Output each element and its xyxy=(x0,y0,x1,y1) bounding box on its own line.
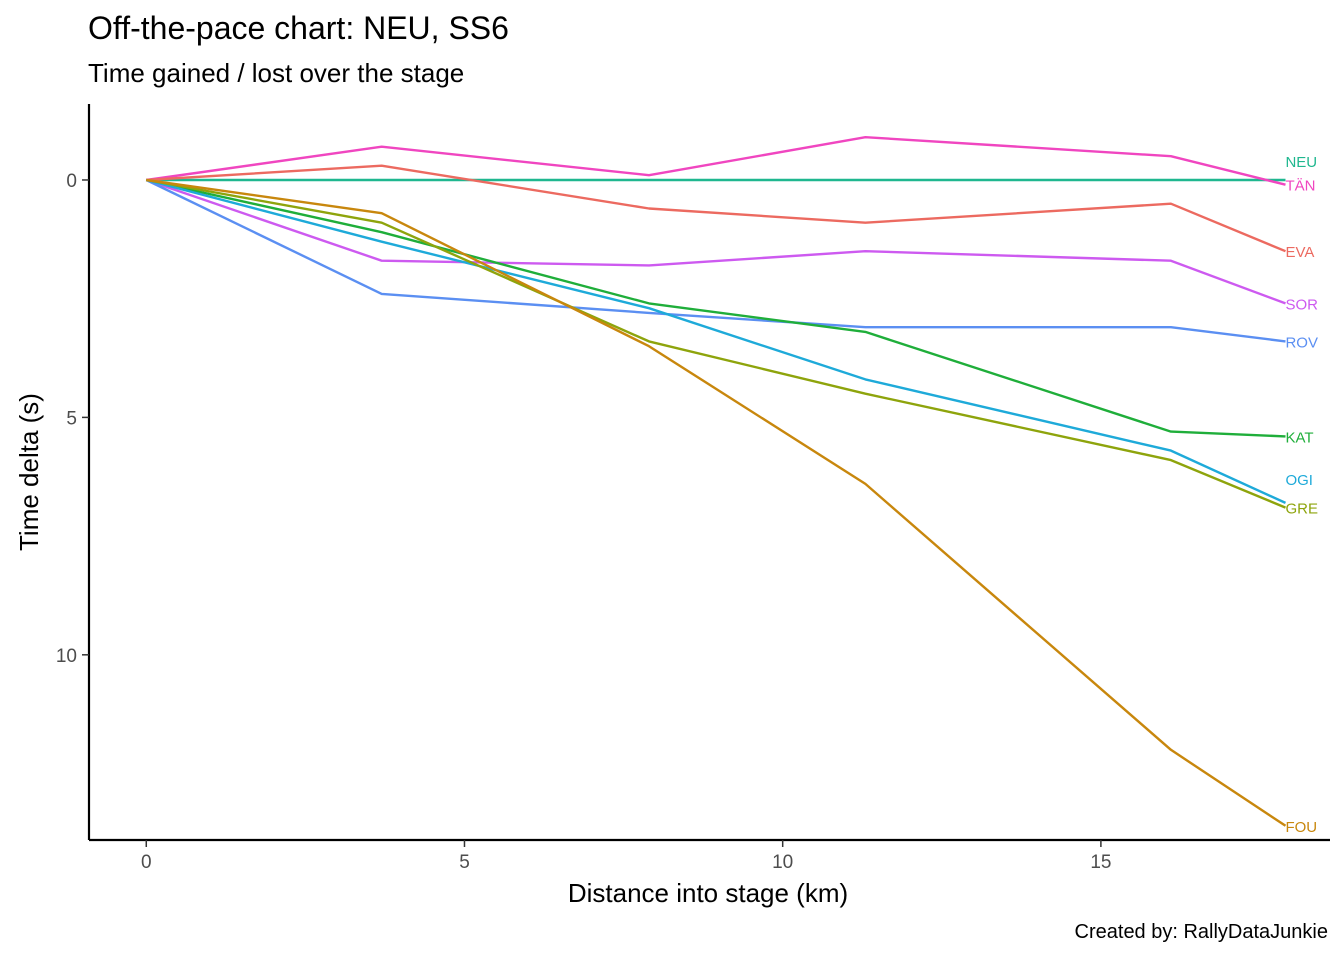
x-tick: 15 xyxy=(1090,840,1111,873)
y-tick: 0 xyxy=(66,171,89,192)
chart-caption: Created by: RallyDataJunkie xyxy=(1074,921,1328,943)
series-label-eva: EVA xyxy=(1285,244,1314,261)
series-label-rov: ROV xyxy=(1285,334,1318,351)
axes: 0 5 10 15 0 5 10 xyxy=(56,104,1330,873)
series-line-rov xyxy=(145,178,1286,343)
series-label-gre: GRE xyxy=(1285,501,1318,518)
chart-subtitle: Time gained / lost over the stage xyxy=(88,58,465,88)
series-label-ogi: OGI xyxy=(1285,472,1313,489)
y-tick: 10 xyxy=(56,646,89,667)
y-tick: 5 xyxy=(66,408,89,429)
x-tick: 5 xyxy=(459,840,470,873)
y-axis-label: Time delta (s) xyxy=(14,393,44,551)
y-tick-label: 5 xyxy=(66,408,77,429)
series-label-kat: KAT xyxy=(1285,429,1313,446)
x-tick: 0 xyxy=(141,840,152,873)
y-tick-label: 10 xyxy=(56,646,77,667)
x-tick-label: 10 xyxy=(772,852,793,873)
x-tick-label: 15 xyxy=(1090,852,1111,873)
series-label-fou: FOU xyxy=(1285,819,1317,836)
series-line-gre xyxy=(146,178,1286,509)
series-end-labels: NEU TÄN EVA SOR ROV KAT OGI GRE FOU xyxy=(1285,154,1318,836)
series-label-tän: TÄN xyxy=(1285,178,1315,195)
x-tick-label: 5 xyxy=(459,852,470,873)
series-line-ogi xyxy=(145,178,1286,504)
series-line-tän xyxy=(146,135,1286,186)
series-line-sor xyxy=(145,178,1286,305)
x-axis-label: Distance into stage (km) xyxy=(568,878,848,908)
series-label-neu: NEU xyxy=(1285,154,1317,171)
series-lines xyxy=(145,135,1287,827)
series-line-kat xyxy=(146,178,1286,438)
x-tick: 10 xyxy=(772,840,793,873)
series-label-sor: SOR xyxy=(1285,296,1318,313)
series-line-eva xyxy=(146,164,1286,253)
y-tick-label: 0 xyxy=(66,171,77,192)
chart-title: Off-the-pace chart: NEU, SS6 xyxy=(88,10,509,46)
series-line-fou xyxy=(146,178,1287,827)
x-tick-label: 0 xyxy=(141,852,152,873)
